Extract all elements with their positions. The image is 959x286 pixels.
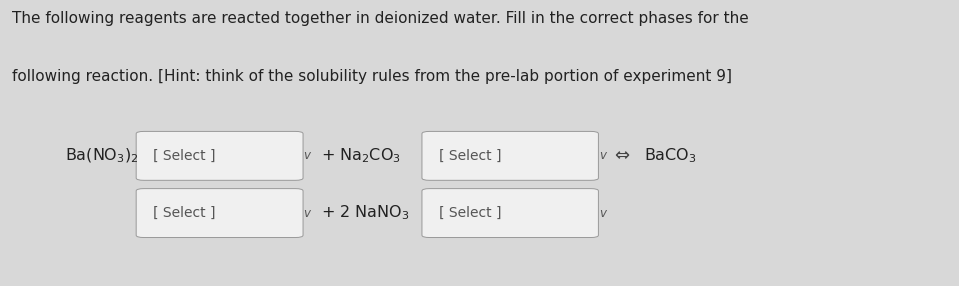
Text: [ Select ]: [ Select ] — [153, 206, 216, 220]
Text: ⇔: ⇔ — [614, 147, 629, 165]
FancyBboxPatch shape — [422, 132, 598, 180]
Text: v: v — [598, 206, 606, 220]
Text: [ Select ]: [ Select ] — [439, 149, 502, 163]
Text: v: v — [598, 149, 606, 162]
Text: [ Select ]: [ Select ] — [439, 206, 502, 220]
FancyBboxPatch shape — [136, 132, 303, 180]
Text: [ Select ]: [ Select ] — [153, 149, 216, 163]
Text: v: v — [303, 206, 311, 220]
FancyBboxPatch shape — [422, 189, 598, 237]
Text: following reaction. [Hint: think of the solubility rules from the pre-lab portio: following reaction. [Hint: think of the … — [12, 69, 733, 84]
Text: The following reagents are reacted together in deionized water. Fill in the corr: The following reagents are reacted toget… — [12, 11, 749, 26]
Text: Ba(NO$_3$)$_2$: Ba(NO$_3$)$_2$ — [65, 147, 139, 165]
Text: BaCO$_3$: BaCO$_3$ — [644, 146, 697, 165]
FancyBboxPatch shape — [136, 189, 303, 237]
Text: + Na$_2$CO$_3$: + Na$_2$CO$_3$ — [321, 146, 401, 165]
Text: + 2 NaNO$_3$: + 2 NaNO$_3$ — [321, 204, 409, 223]
Text: v: v — [303, 149, 311, 162]
